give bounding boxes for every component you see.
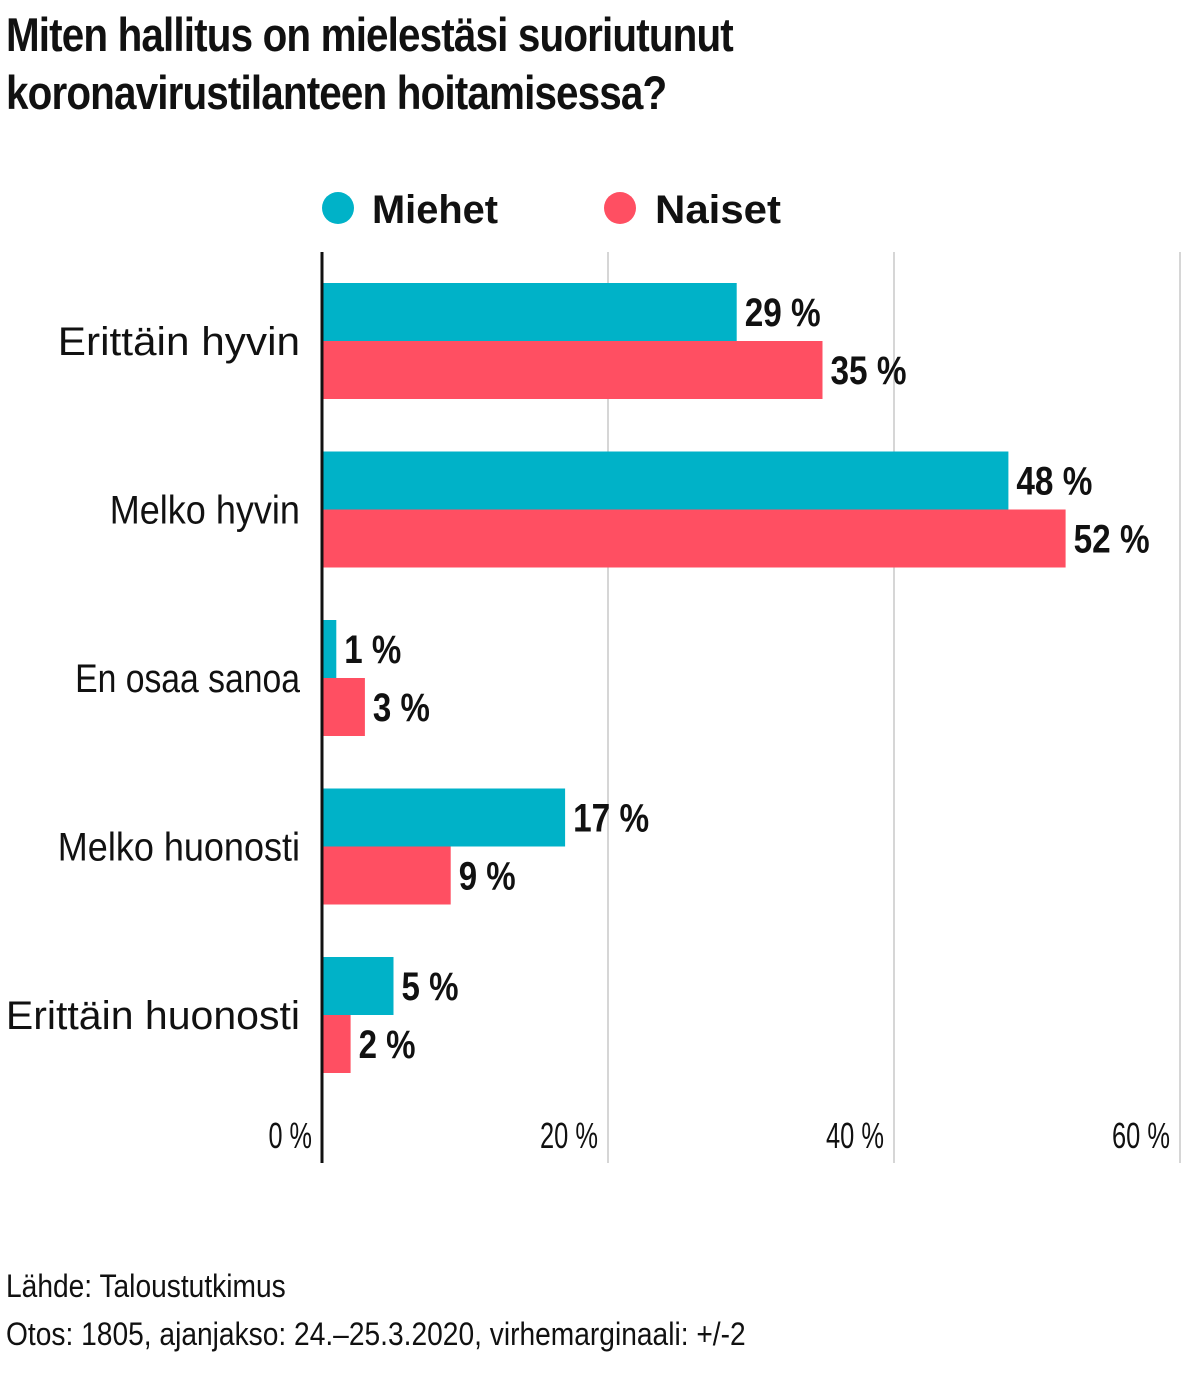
x-tick-label: 20 % — [540, 1115, 598, 1156]
bar-value-label: 5 % — [402, 965, 459, 1009]
x-tick-label: 40 % — [826, 1115, 884, 1156]
bar-miehet — [322, 957, 394, 1015]
category-label: Melko hyvin — [110, 489, 300, 533]
legend-label-miehet: Miehet — [372, 188, 498, 232]
bar-value-label: 17 % — [573, 797, 649, 841]
source-note: Lähde: Taloustutkimus — [6, 1268, 286, 1304]
bar-value-label: 1 % — [344, 628, 401, 672]
chart-footer: Lähde: Taloustutkimus Otos: 1805, ajanja… — [6, 1262, 746, 1358]
legend-marker-miehet — [322, 192, 354, 224]
bar-naiset — [322, 678, 365, 736]
x-tick-label: 60 % — [1112, 1115, 1170, 1156]
bar-value-label: 48 % — [1016, 460, 1092, 504]
category-label: Erittäin hyvin — [58, 320, 300, 364]
bar-miehet — [322, 283, 737, 341]
sample-note: Otos: 1805, ajanjakso: 24.–25.3.2020, vi… — [6, 1316, 746, 1352]
title-line-1: Miten hallitus on mielestäsi suoriutunut — [6, 8, 734, 61]
legend-label-naiset: Naiset — [655, 188, 781, 232]
bar-value-label: 9 % — [459, 855, 516, 899]
bar-naiset — [322, 341, 823, 399]
bar-value-label: 52 % — [1074, 518, 1150, 562]
title-line-2: koronavirustilanteen hoitamisessa? — [6, 66, 667, 119]
bar-miehet — [322, 620, 337, 678]
category-label: En osaa sanoa — [75, 657, 301, 701]
bar-miehet — [322, 451, 1009, 510]
x-tick-label: 0 % — [269, 1115, 313, 1156]
bar-value-label: 2 % — [359, 1023, 416, 1067]
bar-naiset — [322, 846, 451, 905]
category-label: Erittäin huonosti — [6, 994, 300, 1038]
bar-value-label: 3 % — [373, 686, 430, 730]
bar-naiset — [322, 1015, 351, 1073]
chart-title: Miten hallitus on mielestäsi suoriutunut… — [6, 6, 1021, 122]
bar-value-label: 35 % — [831, 349, 907, 393]
bar-miehet — [322, 788, 566, 847]
bar-value-label: 29 % — [745, 291, 821, 335]
bar-naiset — [322, 509, 1066, 568]
legend-marker-naiset — [604, 192, 636, 224]
category-label: Melko huonosti — [58, 826, 300, 870]
